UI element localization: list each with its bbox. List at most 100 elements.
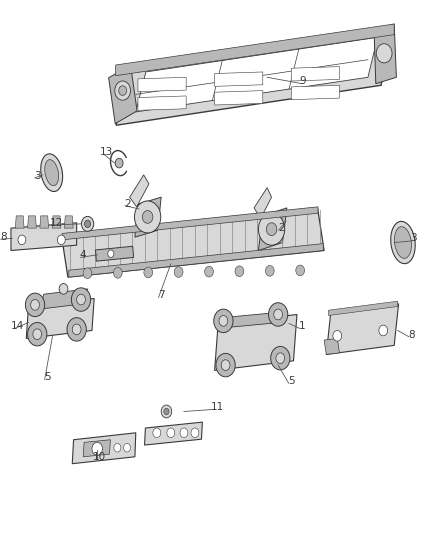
Ellipse shape (395, 227, 411, 259)
Circle shape (25, 293, 45, 317)
Polygon shape (95, 246, 134, 261)
Polygon shape (109, 65, 137, 124)
Text: 2: 2 (278, 223, 285, 232)
Polygon shape (61, 208, 324, 277)
Circle shape (205, 266, 213, 277)
Circle shape (268, 303, 288, 326)
Circle shape (85, 220, 91, 228)
Circle shape (114, 443, 121, 452)
Polygon shape (215, 91, 263, 105)
Polygon shape (138, 96, 186, 110)
Circle shape (18, 235, 26, 245)
Text: 8: 8 (408, 330, 415, 340)
Circle shape (265, 265, 274, 276)
Circle shape (142, 211, 153, 223)
Polygon shape (130, 175, 149, 207)
Text: 5: 5 (288, 376, 295, 386)
Circle shape (333, 330, 342, 341)
Circle shape (33, 329, 42, 340)
Circle shape (214, 309, 233, 333)
Circle shape (83, 268, 92, 279)
Polygon shape (62, 207, 318, 240)
Polygon shape (26, 298, 94, 338)
Polygon shape (291, 67, 339, 81)
Text: 3: 3 (410, 233, 417, 243)
Circle shape (31, 300, 39, 310)
Circle shape (174, 266, 183, 277)
Polygon shape (116, 27, 394, 125)
Text: 3: 3 (34, 171, 41, 181)
Text: 9: 9 (299, 76, 306, 86)
Text: 1: 1 (299, 321, 306, 331)
Text: 4: 4 (80, 251, 87, 260)
Polygon shape (254, 188, 272, 219)
Ellipse shape (45, 160, 59, 185)
Circle shape (67, 318, 86, 341)
Circle shape (124, 443, 131, 452)
Polygon shape (69, 244, 323, 277)
Circle shape (167, 428, 175, 438)
Ellipse shape (41, 154, 63, 191)
Circle shape (153, 428, 161, 438)
Circle shape (28, 322, 47, 346)
Circle shape (108, 250, 114, 257)
Text: 12: 12 (49, 218, 63, 228)
Circle shape (57, 235, 65, 245)
Polygon shape (15, 216, 24, 228)
Polygon shape (258, 208, 287, 251)
Text: 2: 2 (124, 199, 131, 208)
Text: 11: 11 (211, 402, 224, 412)
Circle shape (115, 158, 123, 168)
Circle shape (276, 353, 285, 364)
Polygon shape (374, 24, 396, 84)
Circle shape (161, 405, 172, 418)
Circle shape (81, 216, 94, 231)
Text: 8: 8 (0, 232, 7, 242)
Polygon shape (138, 77, 186, 92)
Polygon shape (215, 72, 263, 86)
Circle shape (266, 223, 277, 236)
Circle shape (180, 428, 188, 438)
Circle shape (71, 288, 91, 311)
Polygon shape (64, 216, 73, 228)
Circle shape (134, 201, 161, 233)
Polygon shape (223, 312, 285, 328)
Text: 5: 5 (44, 373, 51, 382)
Circle shape (113, 268, 122, 278)
Polygon shape (11, 223, 77, 251)
Polygon shape (326, 304, 399, 354)
Polygon shape (136, 37, 378, 112)
Text: 14: 14 (11, 321, 24, 331)
Circle shape (376, 44, 392, 63)
Polygon shape (40, 216, 49, 228)
Circle shape (296, 265, 304, 276)
Circle shape (115, 81, 131, 100)
Circle shape (72, 324, 81, 335)
Polygon shape (215, 314, 297, 370)
Circle shape (379, 325, 388, 336)
Circle shape (274, 309, 283, 320)
Circle shape (221, 360, 230, 370)
Circle shape (271, 346, 290, 370)
Circle shape (219, 316, 228, 326)
Circle shape (216, 353, 235, 377)
Circle shape (191, 428, 199, 438)
Text: 7: 7 (158, 290, 165, 300)
Circle shape (59, 284, 68, 294)
Circle shape (164, 408, 169, 415)
Polygon shape (291, 85, 339, 100)
Polygon shape (135, 197, 161, 237)
Polygon shape (116, 24, 394, 76)
Polygon shape (52, 216, 61, 228)
Circle shape (77, 294, 85, 305)
Circle shape (92, 442, 102, 455)
Text: 13: 13 (100, 148, 113, 157)
Circle shape (258, 213, 285, 245)
Polygon shape (72, 433, 136, 464)
Ellipse shape (391, 221, 415, 264)
Polygon shape (28, 216, 36, 228)
Text: 10: 10 (93, 453, 106, 462)
Polygon shape (39, 289, 88, 309)
Polygon shape (145, 422, 202, 445)
Polygon shape (83, 440, 110, 457)
